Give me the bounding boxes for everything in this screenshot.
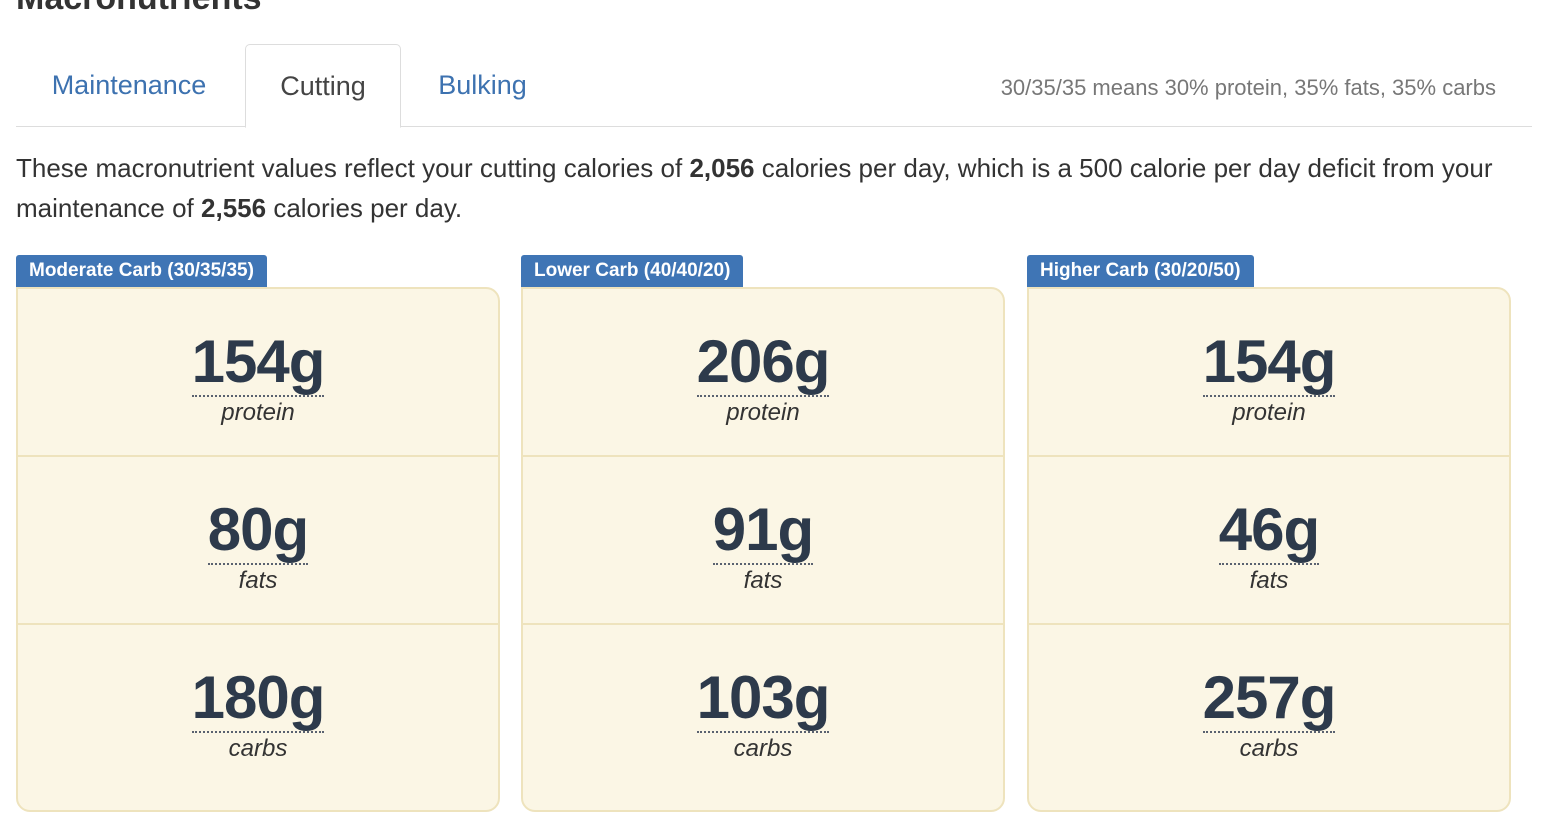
protein-label: protein xyxy=(221,399,295,426)
macro-row-carbs: 257g carbs xyxy=(1029,625,1509,793)
macro-row-fats: 91g fats xyxy=(523,457,1003,625)
section-title: Macronutrients xyxy=(16,0,262,18)
fats-amount[interactable]: 46g xyxy=(1218,496,1320,565)
macro-row-protein: 154g protein xyxy=(18,289,498,457)
calorie-description: These macronutrient values reflect your … xyxy=(16,148,1516,228)
carbs-amount[interactable]: 103g xyxy=(696,664,830,733)
protein-amount[interactable]: 154g xyxy=(1202,328,1336,397)
macro-row-carbs: 103g carbs xyxy=(523,625,1003,793)
plan-moderate-carb: Moderate Carb (30/35/35) 154g protein 80… xyxy=(16,255,500,812)
protein-amount[interactable]: 154g xyxy=(191,328,325,397)
plan-higher-carb: Higher Carb (30/20/50) 154g protein 46g … xyxy=(1027,255,1511,812)
maintenance-calories-value: 2,556 xyxy=(201,193,267,223)
tab-bulking[interactable]: Bulking xyxy=(438,70,527,100)
fats-amount[interactable]: 91g xyxy=(712,496,814,565)
carbs-amount[interactable]: 257g xyxy=(1202,664,1336,733)
macro-row-protein: 206g protein xyxy=(523,289,1003,457)
fats-label: fats xyxy=(238,567,278,594)
description-text-3: calories per day. xyxy=(266,193,463,223)
cutting-calories-value: 2,056 xyxy=(689,153,755,183)
description-text-2: calories per day, which is a 500 calorie… xyxy=(16,153,1493,223)
tab-cutting[interactable]: Cutting xyxy=(245,44,401,128)
plan-label: Moderate Carb (30/35/35) xyxy=(16,255,267,287)
macro-row-fats: 80g fats xyxy=(18,457,498,625)
fats-amount[interactable]: 80g xyxy=(207,496,309,565)
tab-bar: Maintenance Cutting Bulking 30/35/35 mea… xyxy=(16,44,1532,128)
ratio-explanation-note: 30/35/35 means 30% protein, 35% fats, 35… xyxy=(1000,75,1496,100)
macro-card: 206g protein 91g fats 103g carbs xyxy=(521,287,1005,812)
macro-row-carbs: 180g carbs xyxy=(18,625,498,793)
carbs-label: carbs xyxy=(1239,735,1299,762)
protein-amount[interactable]: 206g xyxy=(696,328,830,397)
carbs-label: carbs xyxy=(228,735,288,762)
fats-label: fats xyxy=(1249,567,1289,594)
macro-row-fats: 46g fats xyxy=(1029,457,1509,625)
plan-label: Higher Carb (30/20/50) xyxy=(1027,255,1254,287)
plan-lower-carb: Lower Carb (40/40/20) 206g protein 91g f… xyxy=(521,255,1005,812)
description-text-1: These macronutrient values reflect your … xyxy=(16,153,690,183)
protein-label: protein xyxy=(1232,399,1306,426)
fats-label: fats xyxy=(743,567,783,594)
macro-card: 154g protein 80g fats 180g carbs xyxy=(16,287,500,812)
carbs-amount[interactable]: 180g xyxy=(191,664,325,733)
macro-row-protein: 154g protein xyxy=(1029,289,1509,457)
carbs-label: carbs xyxy=(733,735,793,762)
macro-card: 154g protein 46g fats 257g carbs xyxy=(1027,287,1511,812)
protein-label: protein xyxy=(726,399,800,426)
plan-label: Lower Carb (40/40/20) xyxy=(521,255,744,287)
tab-maintenance[interactable]: Maintenance xyxy=(51,70,207,100)
